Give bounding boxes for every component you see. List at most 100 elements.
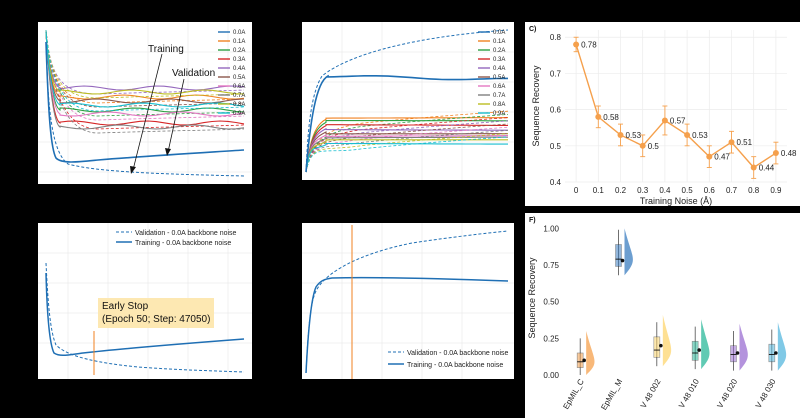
y-tick-label: 0.75 — [543, 261, 559, 270]
panel-a-legend: 0.0A 0.1A 0.2A 0.3A 0.4A 0.5A 0.6A 0.7A 0.8A 0.9A — [218, 30, 245, 117]
legend-label: 0.5A — [493, 75, 505, 81]
panel-b-series-dashed-line — [305, 126, 509, 173]
mean-point — [774, 351, 778, 355]
legend-label: 0.5A — [233, 75, 245, 81]
panel-a-series-dashed-line — [45, 29, 245, 108]
legend-label: 0.7A — [233, 93, 245, 99]
data-point — [661, 117, 668, 124]
legend-label: 0.7A — [493, 93, 505, 99]
data-label: 0.48 — [781, 149, 797, 158]
panel-c-chart: C) 0.4 0.5 0.6 0.7 0.8 0 0.1 0.2 0.3 0.4 0.5 0.6 0.7 0… — [529, 26, 797, 206]
legend-label: 0.1A — [493, 39, 505, 45]
x-tick-label: 0.4 — [659, 186, 671, 195]
data-label: 0.57 — [670, 116, 686, 125]
mean-point — [735, 351, 740, 355]
data-point — [772, 150, 779, 157]
early-stop-detail: (Epoch 50; Step: 47050) — [102, 314, 211, 325]
series-line — [575, 44, 777, 169]
panel-f: F) 0.00 0.25 0.50 0.75 1.00 Sequence Recovery E… — [525, 213, 800, 418]
panel-b-series-dashed-line — [305, 130, 509, 173]
mean-point — [620, 258, 625, 263]
panel-d-training-curve — [45, 272, 245, 357]
y-tick-label: 0.00 — [543, 371, 559, 380]
legend-training-label: Training - 0.0A backbone noise — [407, 362, 503, 369]
panel-b-series-dashed-line — [305, 120, 509, 173]
data-point — [728, 139, 735, 146]
box — [768, 343, 776, 363]
box — [730, 345, 737, 363]
box — [615, 244, 622, 267]
legend-label: 0.2A — [233, 48, 245, 54]
y-axis-label: Sequence Recovery — [531, 65, 541, 147]
data-point — [573, 41, 580, 48]
validation-annotation: Validation — [172, 68, 216, 79]
early-stop-title: Early Stop — [102, 301, 149, 312]
data-point — [595, 113, 602, 120]
legend-label: 0.8A — [493, 102, 505, 108]
violin-half — [701, 319, 710, 370]
panel-e-chart: Validation - 0.0A backbone noise Trainin… — [302, 223, 514, 379]
x-tick-label: V 48 002 — [639, 377, 663, 410]
data-label: 0.53 — [692, 131, 708, 140]
early-stop-annotation: Early Stop (Epoch 50; Step: 47050) — [98, 298, 215, 328]
violin-half — [586, 331, 595, 375]
data-point — [706, 153, 713, 160]
panel-a: 0.0A 0.1A 0.2A 0.3A 0.4A 0.5A 0.6A 0.7A 0.8A 0.9A… — [38, 22, 252, 184]
y-tick-label: 0.4 — [550, 178, 562, 187]
panel-b-training-main — [305, 74, 508, 173]
validation-arrow — [167, 78, 185, 153]
data-label: 0.47 — [714, 153, 730, 162]
legend-label: 0.0A — [493, 30, 505, 36]
panel-b-series-line — [305, 142, 508, 173]
violin-half — [739, 323, 748, 371]
panel-a-series-dashed-line — [45, 29, 245, 134]
panel-b-validation-main — [305, 29, 509, 173]
box — [653, 336, 661, 358]
data-point — [684, 131, 691, 138]
panel-a-series-line — [45, 31, 245, 100]
x-tick-label: 0.6 — [704, 186, 716, 195]
panel-a-series-dashed-line — [45, 29, 245, 121]
violin-half — [624, 228, 633, 276]
legend-label: 0.1A — [233, 39, 245, 45]
legend-label: 0.2A — [493, 48, 505, 54]
x-tick-label: V 48 010 — [677, 377, 701, 410]
legend-validation-label: Validation - 0.0A backbone noise — [407, 350, 509, 357]
data-point — [639, 142, 646, 149]
panel-a-series-line — [45, 31, 245, 117]
panel-d-chart: Validation - 0.0A backbone noise Trainin… — [38, 223, 252, 379]
data-label: 0.5 — [648, 142, 660, 151]
x-tick-label: V 48 020 — [715, 377, 739, 410]
legend-validation-label: Validation - 0.0A backbone noise — [135, 230, 237, 237]
y-tick-label: 0.7 — [550, 69, 562, 78]
box — [691, 340, 699, 361]
x-tick-label: 0.9 — [770, 186, 782, 195]
legend-label: 0.0A — [233, 30, 245, 36]
panel-a-series-line — [45, 31, 245, 108]
x-tick-label: 0.8 — [748, 186, 760, 195]
panel-a-series-line — [45, 31, 245, 95]
y-tick-label: 0.25 — [543, 334, 559, 343]
panel-a-series — [45, 29, 245, 177]
mean-point — [697, 348, 701, 352]
panel-b-series-dashed-line — [305, 133, 509, 173]
panel-b-chart: 0.0A 0.1A 0.2A 0.3A 0.4A 0.5A 0.6A 0.7A 0.8A 0.9A — [302, 22, 514, 180]
x-tick-label: EpMIL_C — [561, 377, 586, 411]
panel-a-series-dashed-line — [45, 29, 245, 130]
panel-d: Validation - 0.0A backbone noise Trainin… — [38, 223, 252, 379]
panel-b-series — [305, 29, 509, 173]
panel-d-validation-curve — [45, 262, 245, 373]
legend-label: 0.4A — [233, 66, 245, 72]
panel-b-legend: 0.0A 0.1A 0.2A 0.3A 0.4A 0.5A 0.6A 0.7A 0.8A 0.9A — [478, 30, 505, 117]
panel-a-series-dashed-line — [45, 29, 245, 99]
panel-b: 0.0A 0.1A 0.2A 0.3A 0.4A 0.5A 0.6A 0.7A 0.8A 0.9A — [302, 22, 514, 180]
legend-label: 0.4A — [493, 66, 505, 72]
y-tick-label: 0.5 — [550, 142, 562, 151]
y-axis-label: Sequence Recovery — [527, 257, 537, 339]
legend-label: 0.8A — [233, 102, 245, 108]
violin-half — [662, 314, 672, 367]
data-label: 0.51 — [737, 138, 753, 147]
panel-b-series-dashed-line — [305, 136, 509, 173]
x-tick-label: 0.7 — [726, 186, 738, 195]
legend-label: 0.9A — [233, 111, 245, 117]
